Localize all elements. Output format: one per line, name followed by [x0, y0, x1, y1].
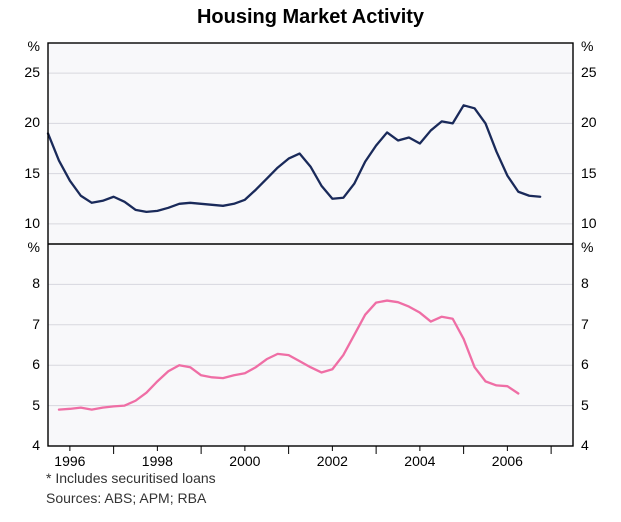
figure: Housing Market Activity Housing credit* …: [0, 0, 621, 522]
y-tick-left: 5: [8, 397, 40, 413]
x-tick-label: 2000: [225, 453, 265, 469]
y-tick-right: 8: [581, 275, 589, 291]
footnote-asterisk: * Includes securitised loans: [46, 470, 216, 486]
x-tick-label: 2006: [487, 453, 527, 469]
y-tick-left: 10: [8, 215, 40, 231]
y-tick-left: 4: [8, 437, 40, 453]
y-tick-left: 15: [8, 165, 40, 181]
y-tick-right: 20: [581, 114, 597, 130]
x-tick-label: 2004: [400, 453, 440, 469]
y-unit-right-1: %: [581, 38, 593, 54]
footnote-sources: Sources: ABS; APM; RBA: [46, 490, 206, 506]
plot-svg: [0, 0, 621, 522]
x-tick-label: 2002: [312, 453, 352, 469]
y-tick-left: 25: [8, 64, 40, 80]
y-tick-right: 10: [581, 215, 597, 231]
y-tick-right: 4: [581, 437, 589, 453]
y-tick-right: 25: [581, 64, 597, 80]
y-unit-left-2: %: [8, 239, 40, 255]
y-tick-left: 8: [8, 275, 40, 291]
y-tick-right: 5: [581, 397, 589, 413]
y-unit-left-1: %: [8, 38, 40, 54]
y-tick-right: 15: [581, 165, 597, 181]
y-tick-left: 6: [8, 356, 40, 372]
y-tick-right: 6: [581, 356, 589, 372]
y-tick-right: 7: [581, 316, 589, 332]
y-unit-right-2: %: [581, 239, 593, 255]
y-tick-left: 7: [8, 316, 40, 332]
x-tick-label: 1996: [50, 453, 90, 469]
y-tick-left: 20: [8, 114, 40, 130]
x-tick-label: 1998: [137, 453, 177, 469]
